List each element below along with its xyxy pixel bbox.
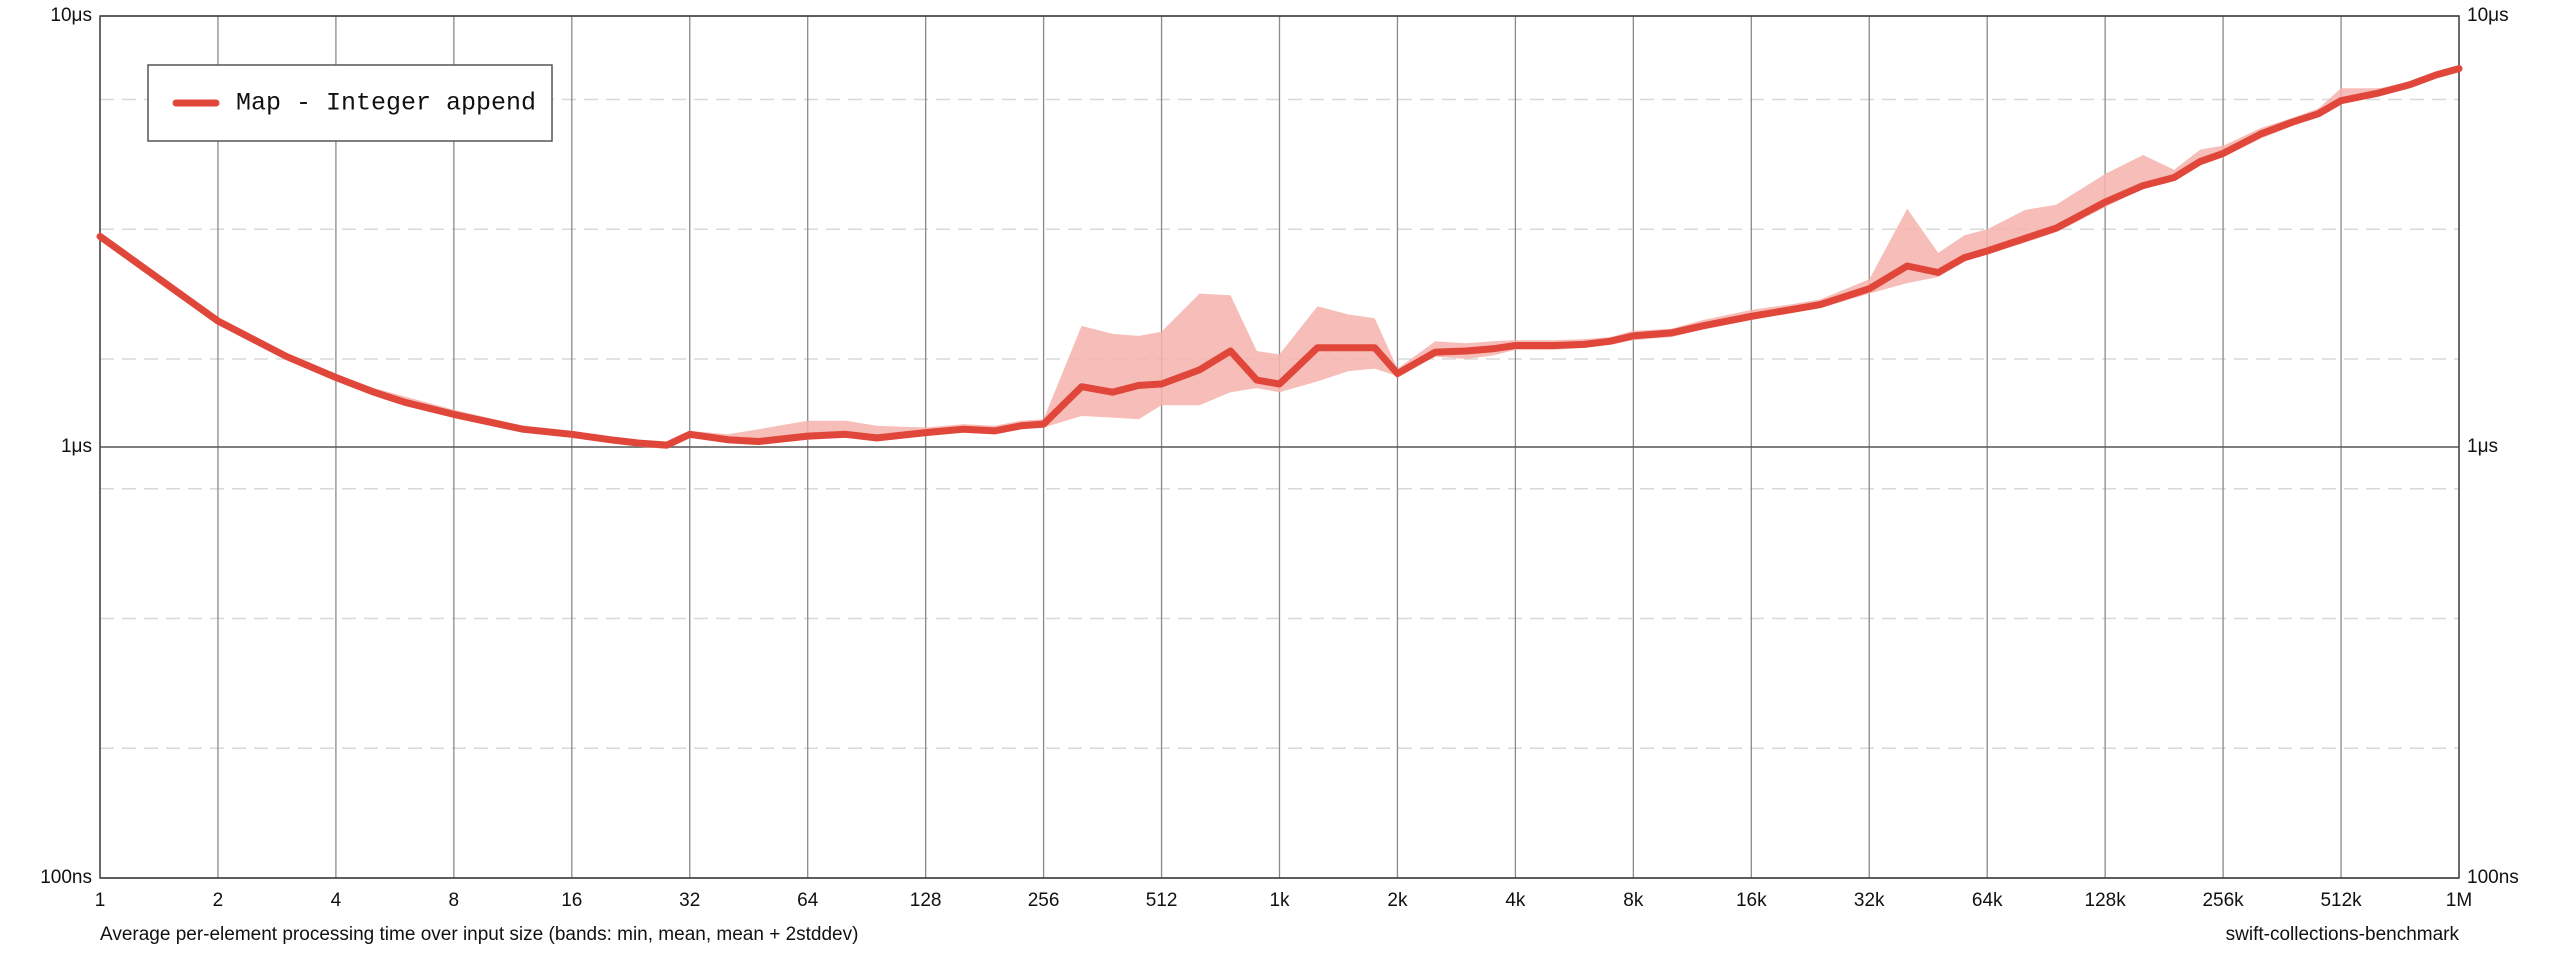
x-tick-label: 32 (679, 890, 700, 911)
x-tick-label: 2 (213, 890, 224, 911)
y-tick-label: 1μs (61, 436, 92, 457)
x-tick-label: 1 (95, 890, 106, 911)
x-tick-label: 32k (1854, 890, 1885, 911)
x-tick-label: 256 (1028, 890, 1060, 911)
legend-box (147, 64, 553, 142)
x-tick-label: 4 (331, 890, 342, 911)
x-tick-label: 1M (2446, 890, 2472, 911)
x-tick-label: 512k (2320, 890, 2362, 911)
band (100, 67, 2459, 449)
x-tick-label: 16k (1736, 890, 1767, 911)
caption: Average per-element processing time over… (100, 924, 858, 945)
x-tick-label: 64 (797, 890, 819, 911)
x-tick-label: 1k (1269, 890, 1290, 911)
legend-label: Map - Integer append (236, 89, 536, 118)
x-tick-label: 8k (1623, 890, 1644, 911)
y-tick-label-right: 10μs (2467, 5, 2509, 26)
y-tick-label: 10μs (50, 5, 92, 26)
x-tick-label: 4k (1505, 890, 1526, 911)
x-tick-label: 128 (910, 890, 942, 911)
plot-frame (99, 15, 2460, 879)
credit: swift-collections-benchmark (2226, 924, 2460, 945)
y-tick-label-right: 1μs (2467, 436, 2498, 457)
x-tick-label: 512 (1146, 890, 1178, 911)
x-tick-label: 16 (561, 890, 582, 911)
x-tick-label: 128k (2085, 890, 2127, 911)
y-tick-label: 100ns (40, 867, 92, 888)
y-tick-label-right: 100ns (2467, 867, 2519, 888)
line (96, 65, 2463, 449)
x-tick-label: 2k (1387, 890, 1408, 911)
x-tick-label: 64k (1972, 890, 2003, 911)
x-tick-label: 256k (2202, 890, 2244, 911)
x-tick-label: 8 (449, 890, 460, 911)
